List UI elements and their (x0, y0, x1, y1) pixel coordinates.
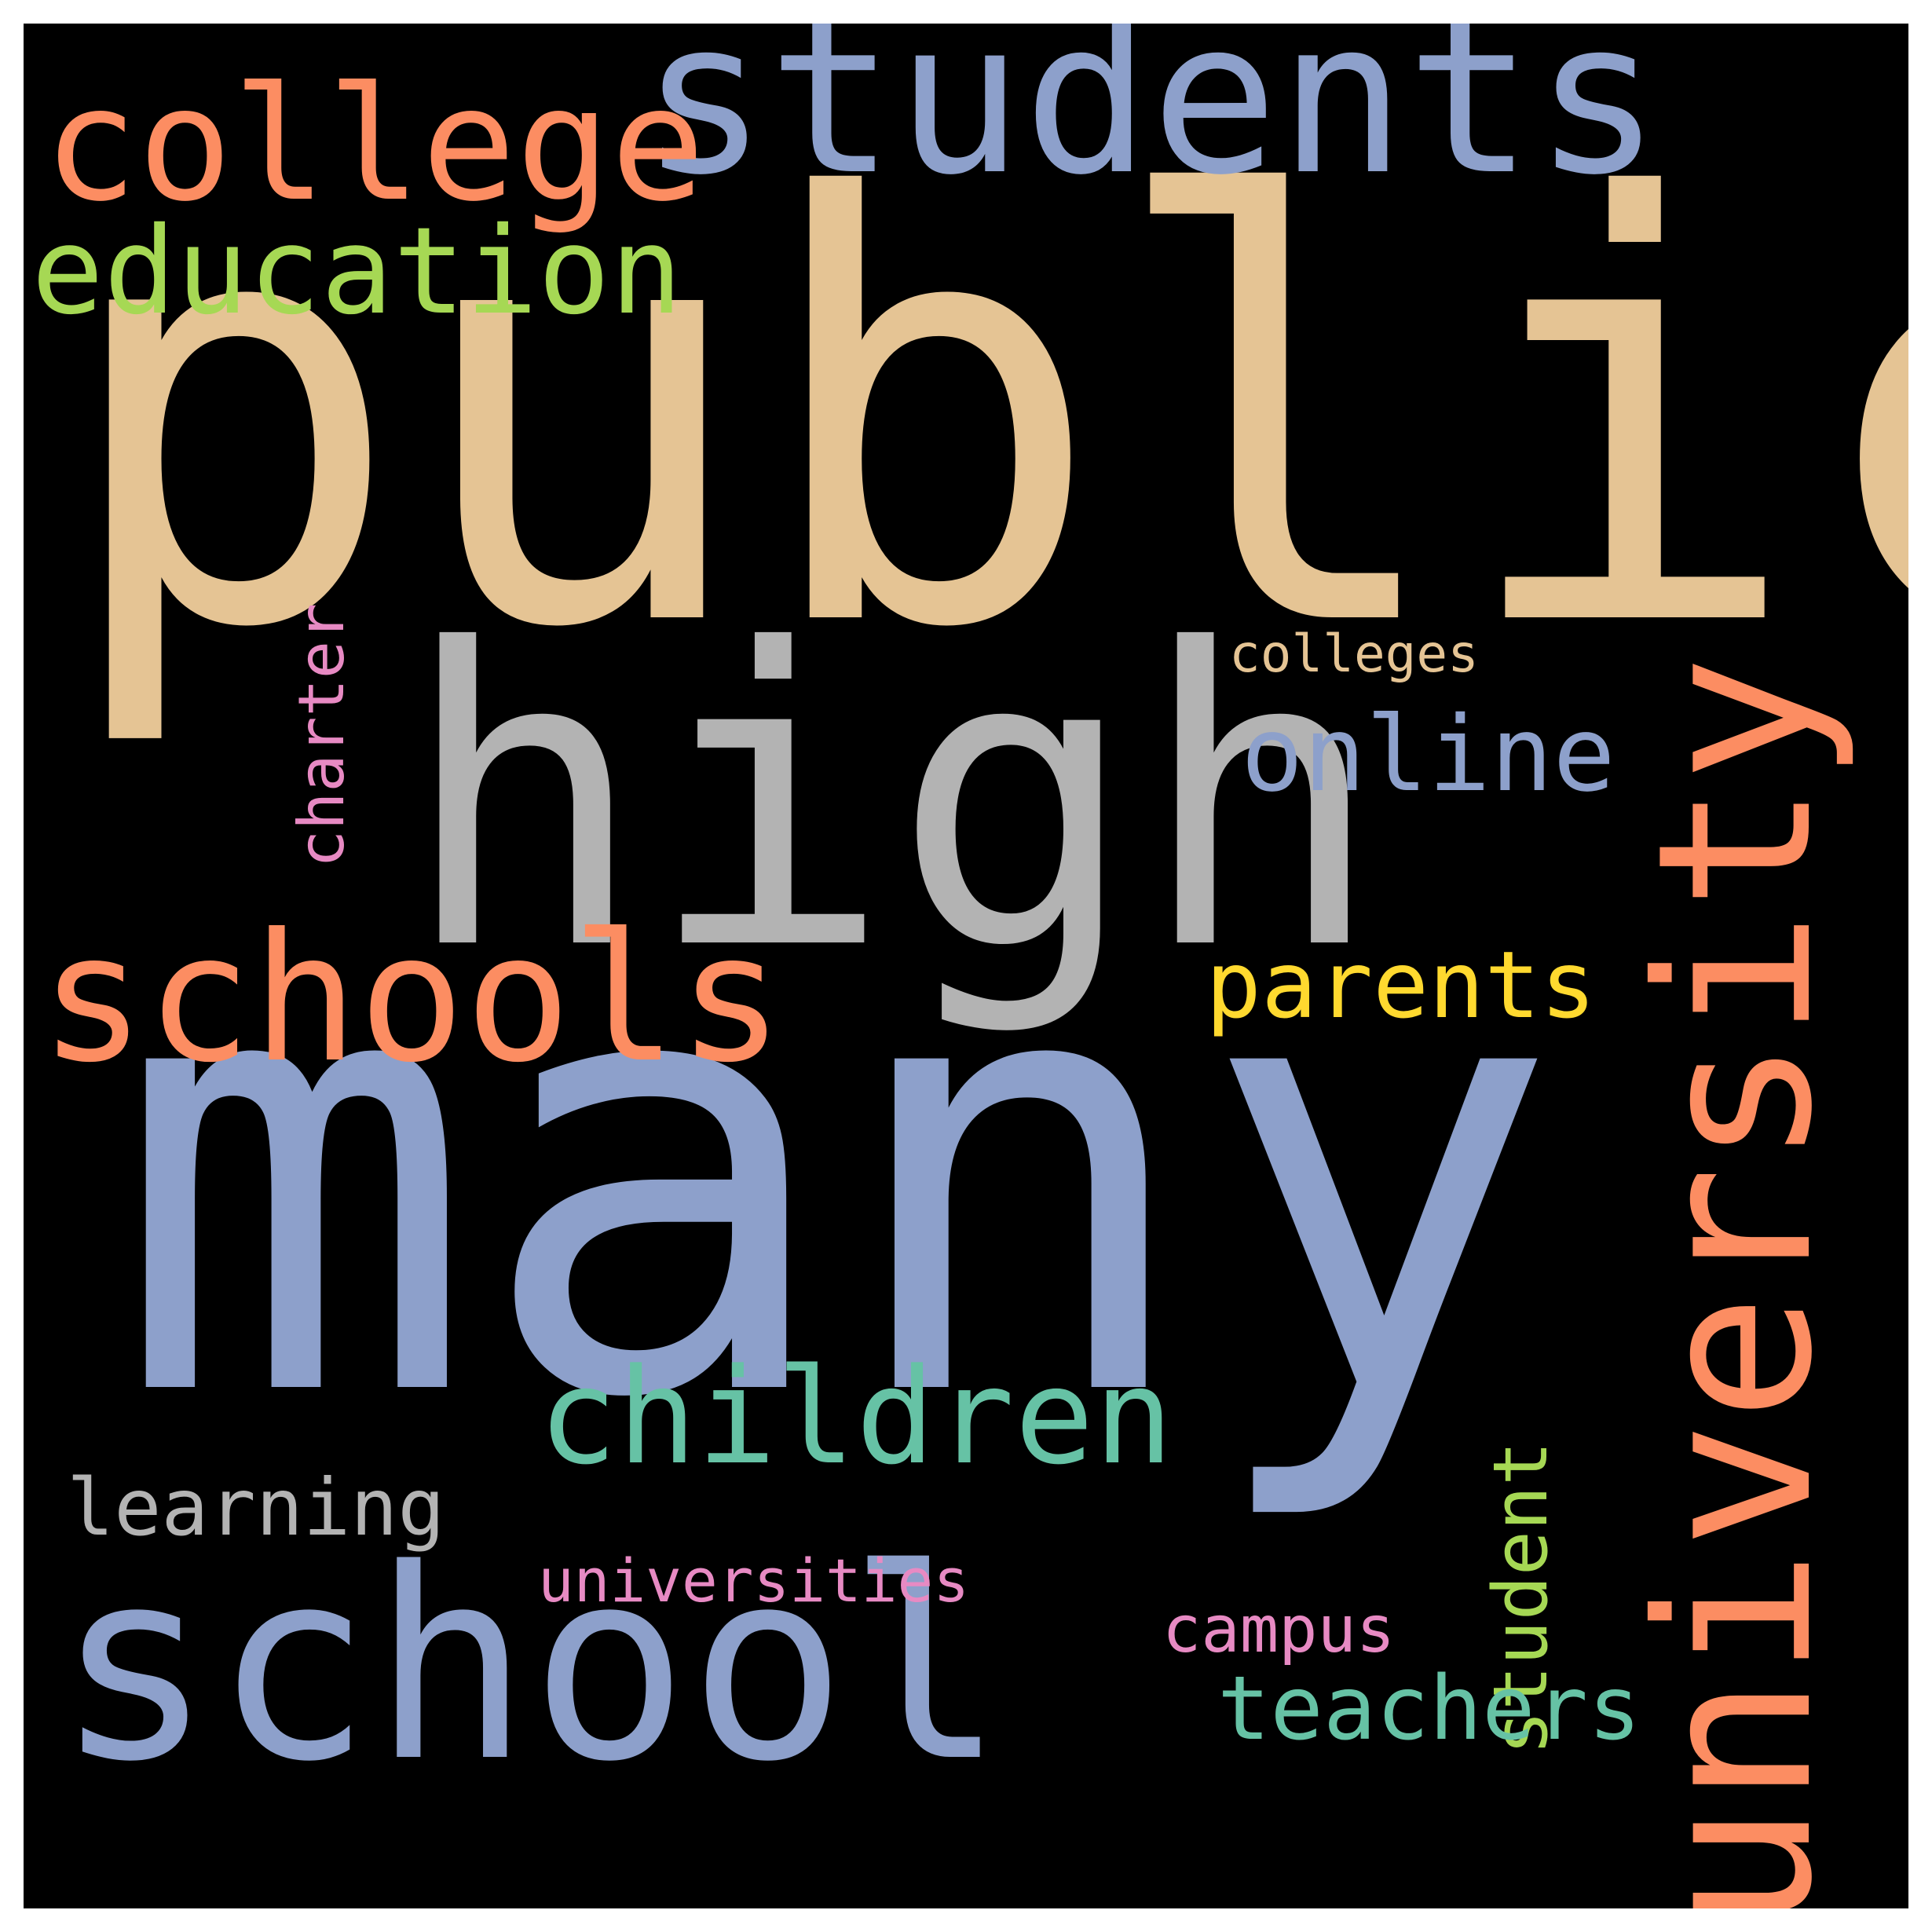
word-online: online (1241, 694, 1615, 815)
word-college: college (43, 53, 705, 236)
word-teachers: teachers (1217, 1658, 1641, 1760)
word-parents: parents (1206, 931, 1597, 1039)
word-cloud: public many high school students univers… (24, 24, 1908, 1908)
word-charter: charter (285, 602, 358, 868)
word-high: high (401, 563, 1385, 1039)
word-students: students (640, 24, 1662, 221)
word-colleges: colleges (1229, 624, 1479, 684)
word-universities: universities (538, 1546, 970, 1615)
word-many: many (114, 830, 1561, 1529)
word-children: children (538, 1340, 1174, 1494)
word-learning: learning (67, 1462, 445, 1553)
word-schools: schools (39, 896, 785, 1102)
word-school: school (55, 1513, 1006, 1820)
word-education: education (31, 202, 683, 342)
word-campus: campus (1162, 1593, 1396, 1667)
word-public: public (55, 78, 1908, 755)
word-university: university (1612, 655, 1859, 1908)
